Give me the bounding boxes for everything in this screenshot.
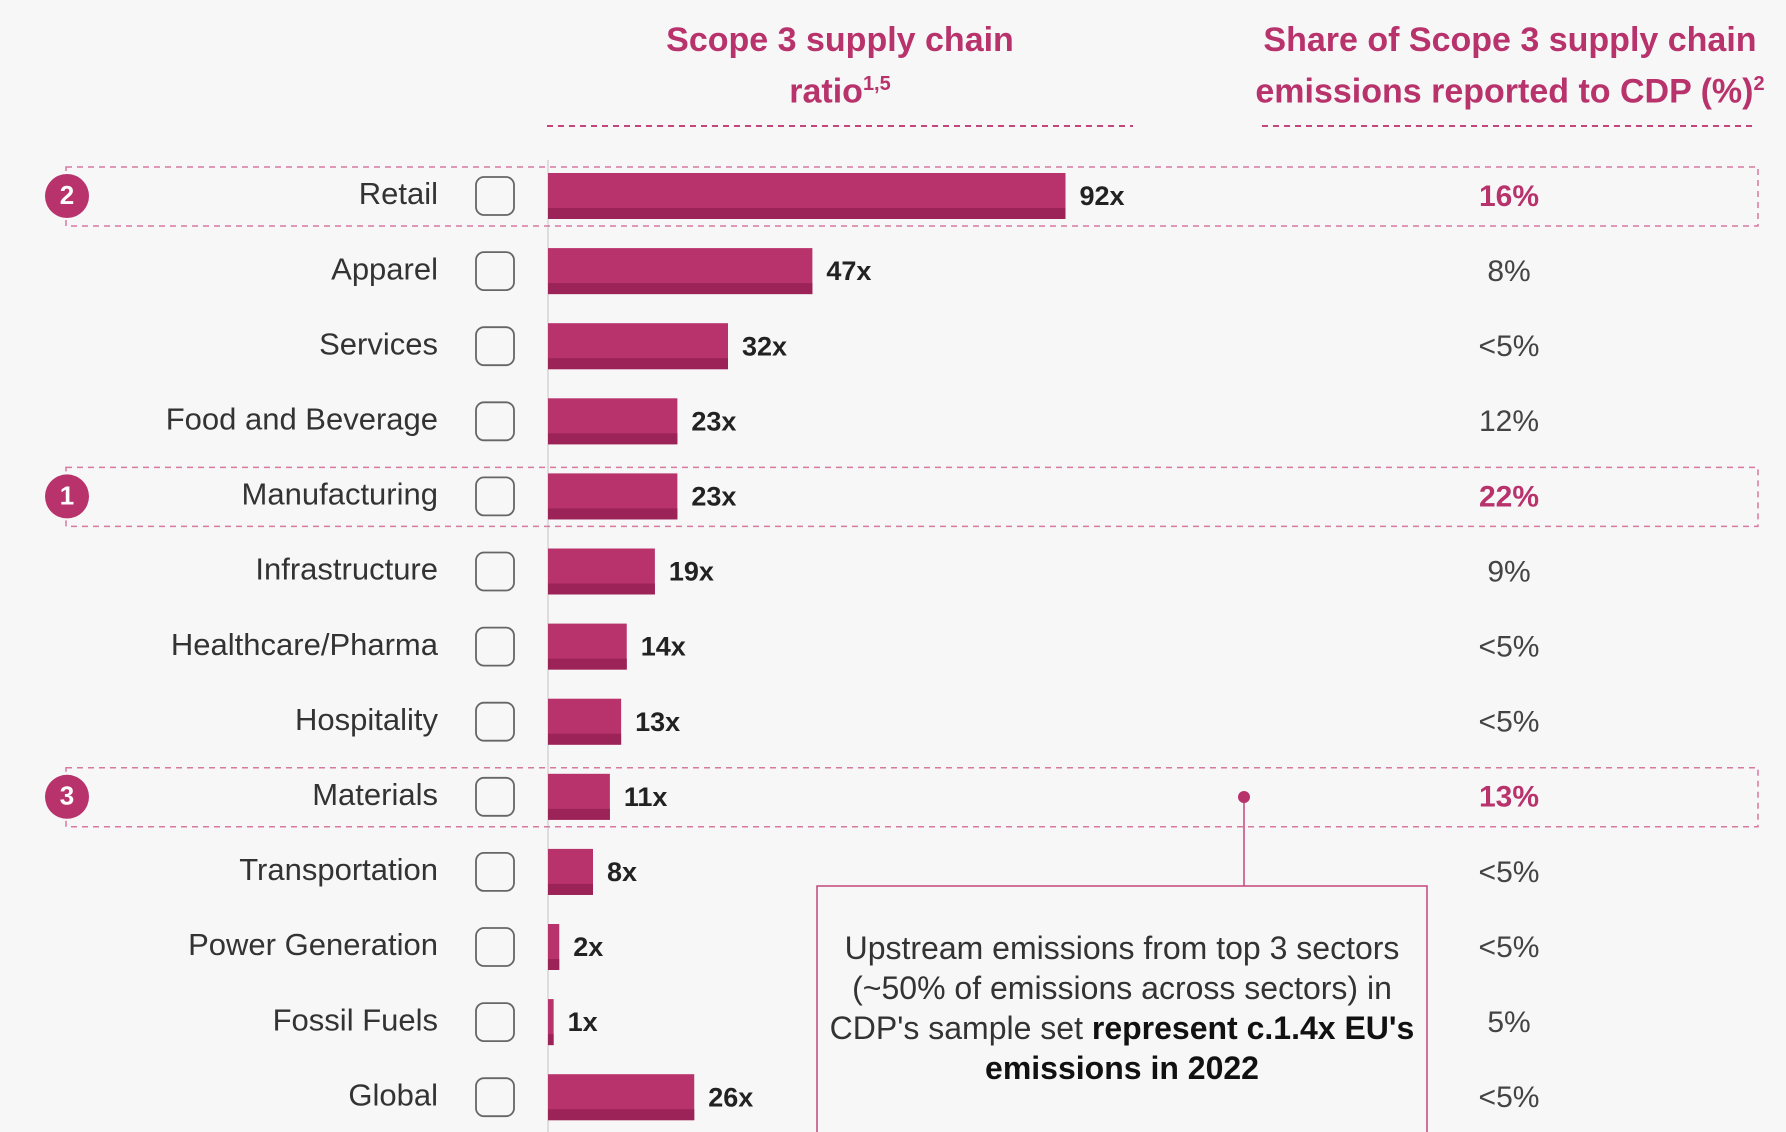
bar (548, 924, 560, 970)
category-label: Services (319, 326, 438, 361)
annotation-box (816, 885, 1428, 1132)
badge (45, 474, 89, 519)
sector-icon (475, 401, 515, 442)
value-label: 2x (573, 932, 603, 962)
value-label: 1x (568, 1007, 598, 1037)
share-label: 8% (1487, 255, 1530, 288)
value-label: 8x (607, 857, 637, 887)
category-label: Fossil Fuels (273, 1002, 438, 1037)
bar-shade (548, 583, 655, 595)
sector-icon (475, 1002, 515, 1042)
bar-shade (548, 208, 1066, 219)
badge (45, 774, 89, 819)
share-label: 22% (1479, 480, 1539, 513)
annotation-dot (1238, 791, 1250, 803)
value-label: 47x (826, 256, 871, 286)
share-label: 12% (1479, 405, 1539, 438)
sector-icon (475, 1077, 515, 1118)
sector-icon (475, 176, 515, 216)
sector-icon (475, 701, 515, 742)
annotation: Upstream emissions from top 3 sectors (~… (820, 928, 1424, 1088)
share-label: <5% (1479, 706, 1540, 739)
value-label: 11x (624, 782, 668, 812)
bar-shade (548, 433, 678, 445)
badge-label: 3 (60, 781, 74, 811)
category-label: Retail (359, 176, 438, 211)
heading-text: Share of Scope 3 supply chain emissions … (1255, 21, 1757, 111)
sector-icon (475, 776, 515, 817)
bar-shade (548, 658, 627, 670)
annotation-text: Upstream emissions from top 3 sectors (~… (829, 930, 1400, 1046)
ratio-heading: Scope 3 supply chain ratio1,5 (640, 18, 1040, 113)
category-label: Infrastructure (255, 552, 438, 587)
share-label: 13% (1479, 781, 1539, 814)
category-label: Manufacturing (242, 477, 438, 512)
share-label: <5% (1479, 856, 1540, 889)
bar-shade (548, 883, 593, 895)
category-label: Apparel (331, 251, 438, 286)
bar (548, 999, 554, 1046)
share-label: 5% (1487, 1006, 1530, 1039)
share-label: <5% (1479, 631, 1540, 664)
bar-shade (548, 733, 622, 745)
sector-icon (475, 551, 515, 592)
share-heading: Share of Scope 3 supply chain emissions … (1240, 18, 1780, 113)
bar-shade (548, 358, 728, 370)
category-label: Healthcare/Pharma (171, 627, 439, 662)
sector-icon (475, 476, 515, 517)
highlight-box (65, 166, 1759, 227)
sector-icon (475, 852, 515, 892)
bar-shade (548, 1109, 695, 1121)
share-label: <5% (1479, 330, 1540, 363)
value-label: 19x (669, 557, 714, 587)
heading-sup: 1,5 (862, 73, 891, 95)
annotation-bold: represent c.1.4x EU's emissions in 2022 (985, 1010, 1415, 1086)
sector-icon (475, 626, 515, 667)
category-label: Power Generation (188, 927, 438, 962)
share-label: <5% (1479, 1081, 1540, 1114)
bar-shade (548, 1034, 554, 1046)
category-label: Hospitality (295, 702, 438, 737)
value-label: 32x (742, 331, 787, 361)
value-label: 23x (691, 406, 736, 436)
sector-icon (475, 326, 515, 367)
value-label: 13x (635, 707, 680, 737)
bar-shade (548, 508, 678, 520)
value-label: 92x (1080, 181, 1125, 211)
sector-icon (475, 927, 515, 967)
badge (45, 174, 89, 218)
heading-sup: 2 (1753, 73, 1765, 95)
highlight-box (65, 466, 1759, 528)
category-label: Food and Beverage (166, 401, 438, 436)
bar-shade (548, 808, 610, 820)
sector-icon (475, 251, 515, 292)
share-label: 16% (1479, 180, 1539, 213)
badge-label: 2 (60, 180, 74, 210)
share-label: 9% (1487, 555, 1530, 588)
category-label: Transportation (239, 852, 438, 887)
bar-shade (548, 959, 560, 970)
share-label: <5% (1479, 931, 1540, 964)
value-label: 14x (641, 632, 686, 662)
highlight-box (65, 767, 1759, 828)
category-label: Materials (312, 777, 438, 812)
value-label: 26x (708, 1082, 753, 1112)
badge-label: 1 (60, 480, 74, 510)
category-label: Global (348, 1077, 438, 1112)
bar-shade (548, 283, 813, 295)
value-label: 23x (691, 482, 736, 512)
heading-text: Scope 3 supply chain ratio (666, 21, 1014, 111)
